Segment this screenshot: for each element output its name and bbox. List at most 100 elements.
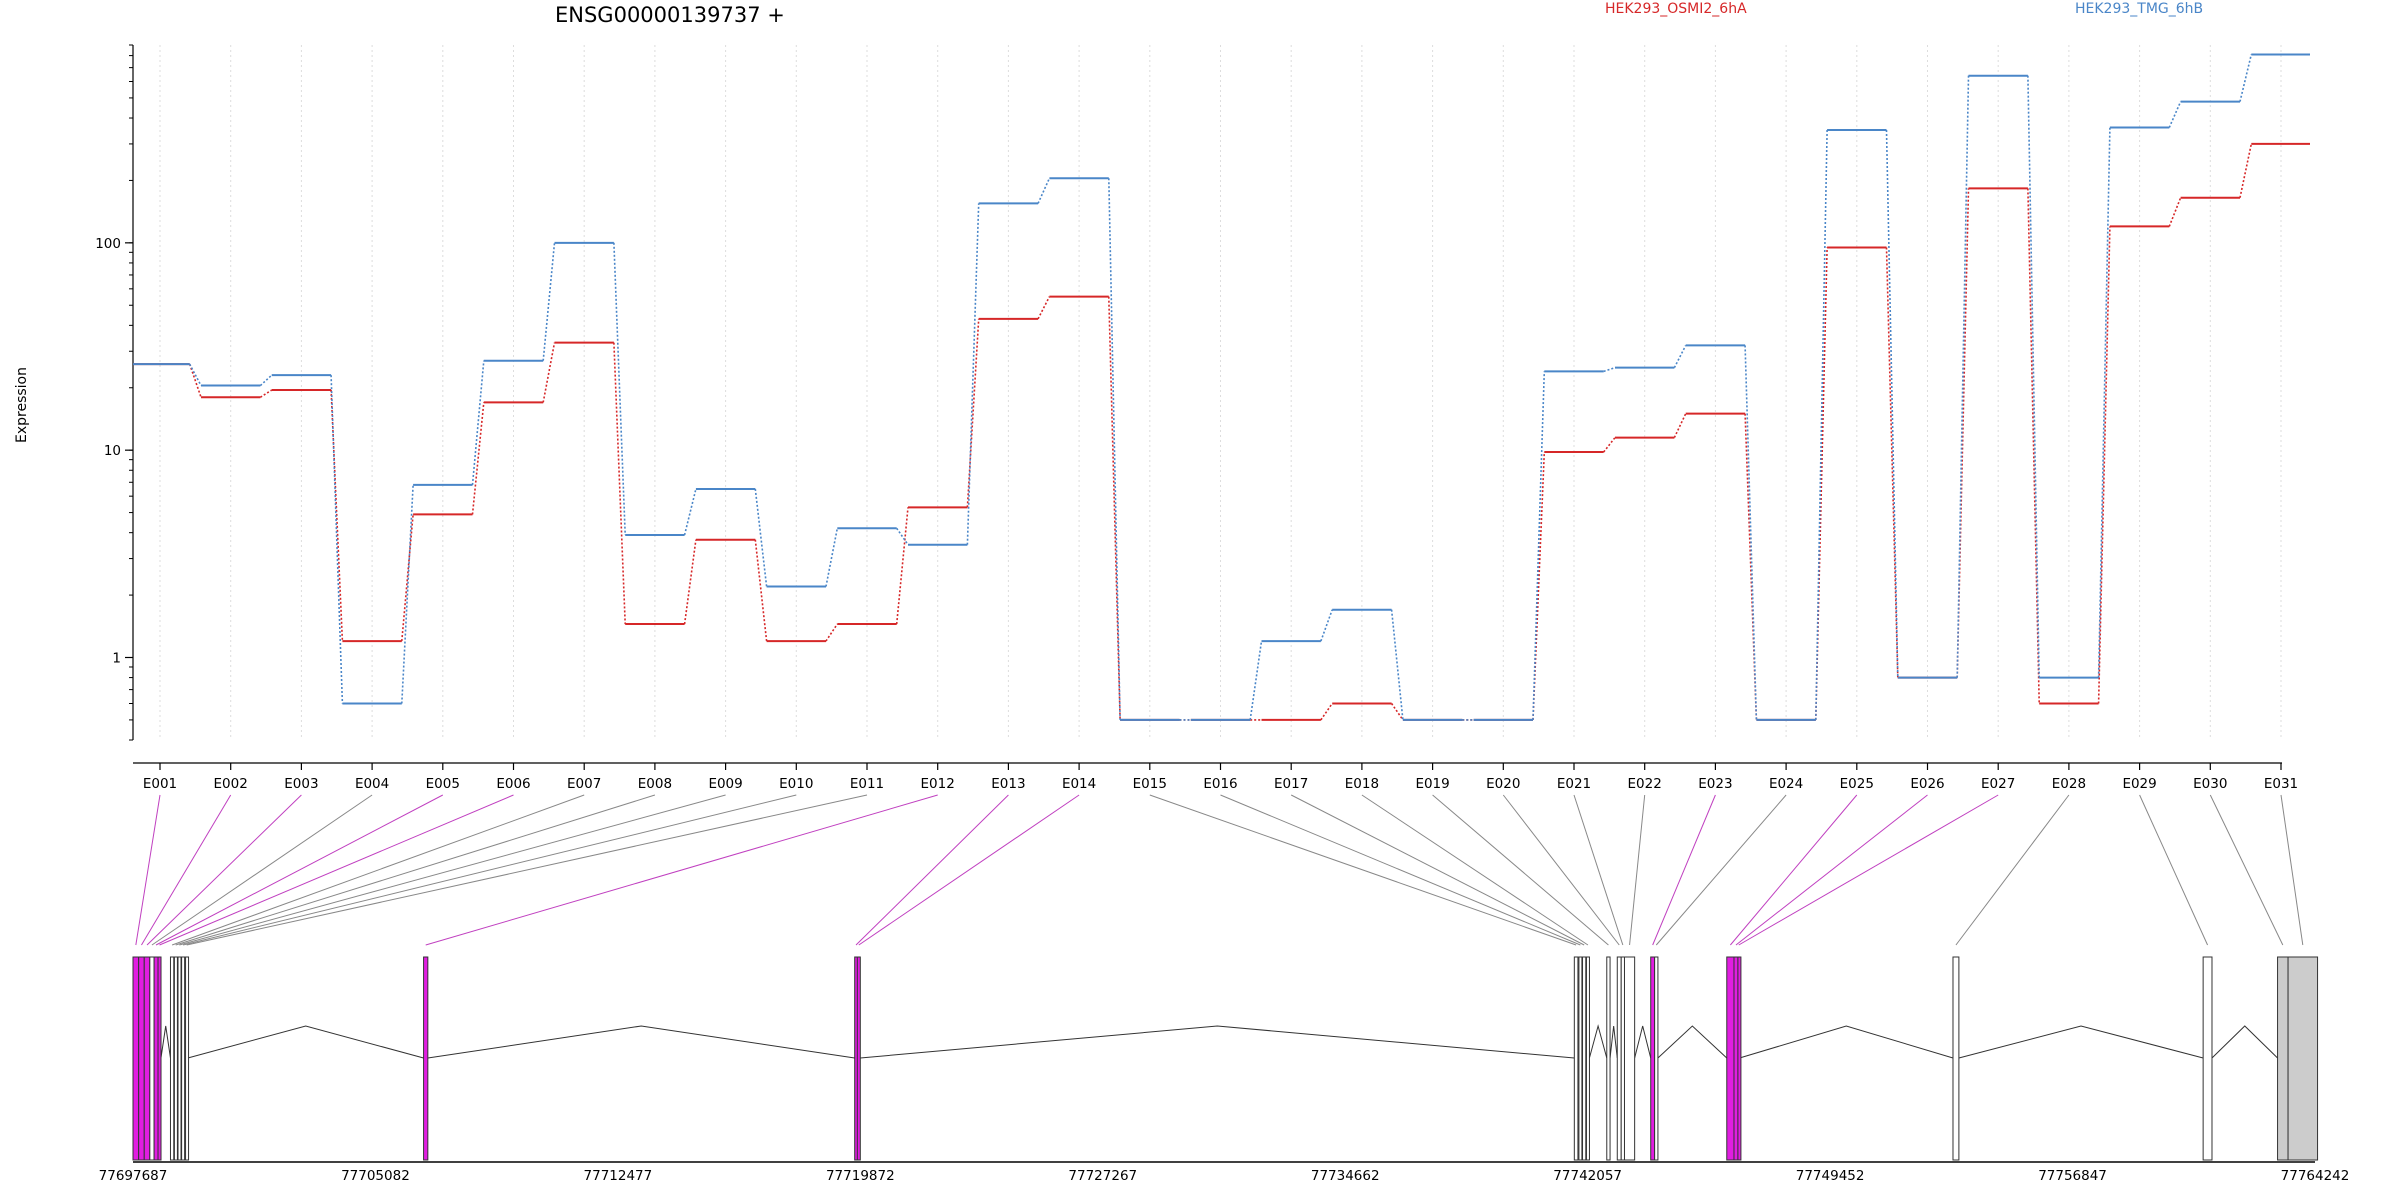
series-connector: [754, 539, 768, 642]
connector-e028: [1955, 794, 2070, 946]
x-tick-label-e002: E002: [214, 776, 248, 792]
connector-e003: [146, 794, 302, 946]
x-tick-label-e015: E015: [1133, 776, 1167, 792]
series-connector: [895, 507, 909, 625]
series-lines: [133, 53, 2310, 721]
series-connector: [259, 389, 273, 398]
series-connector: [2027, 75, 2041, 678]
x-tick-label-e011: E011: [850, 776, 884, 792]
x-tick-label-e010: E010: [779, 776, 813, 792]
exon-block-e020: [1616, 956, 1622, 1161]
x-tick-label-e018: E018: [1345, 776, 1379, 792]
series-connector: [1037, 296, 1051, 320]
series-connector: [1744, 345, 1758, 720]
x-tick-label-e029: E029: [2122, 776, 2156, 792]
exon-block-e019: [1606, 956, 1611, 1161]
coordinate-label: 77756847: [2038, 1168, 2107, 1184]
series-connector: [1956, 75, 1970, 678]
series-connector: [1320, 703, 1333, 721]
x-tick-label-e016: E016: [1203, 776, 1237, 792]
series-connector: [542, 242, 556, 361]
exon-block-e004: [149, 956, 155, 1161]
intron: [1609, 1025, 1618, 1059]
series-connector: [1885, 247, 1899, 678]
x-tick-label-e017: E017: [1274, 776, 1308, 792]
coordinate-label: 77742057: [1553, 1168, 1622, 1184]
exon-block-e005: [153, 956, 159, 1161]
legend-osmi: HEK293_OSMI2_6hA: [1605, 1, 1747, 17]
exon-block-e001: [132, 956, 140, 1161]
exon-block-e024: [1654, 956, 1659, 1161]
series-connector: [2168, 197, 2182, 227]
y-tick-label: 10: [104, 443, 121, 459]
exon-block-e028: [1952, 956, 1960, 1161]
connector-e001: [135, 794, 161, 946]
exon-block-e018: [1585, 956, 1590, 1161]
connector-e020: [1502, 794, 1620, 946]
intron: [860, 1025, 1575, 1059]
series-connector: [330, 375, 344, 704]
connector-e015: [1149, 794, 1577, 946]
x-tick-label-e023: E023: [1698, 776, 1732, 792]
connector-e029: [2139, 794, 2209, 946]
x-tick-label-e012: E012: [921, 776, 955, 792]
series-connector: [2097, 226, 2111, 704]
series-connector: [1107, 296, 1121, 720]
x-tick-label-e014: E014: [1062, 776, 1096, 792]
series-connector: [1885, 130, 1899, 678]
exon-block-e012: [423, 956, 429, 1161]
intron: [160, 1025, 171, 1059]
y-tick-label: 100: [95, 236, 121, 252]
series-connector: [1249, 640, 1263, 721]
x-tick-label-e013: E013: [991, 776, 1025, 792]
series-connector: [400, 514, 414, 642]
connector-e004: [151, 794, 373, 946]
series-connector: [1037, 177, 1051, 204]
y-axis-label: Expression: [14, 367, 30, 443]
intron: [1588, 1024, 1608, 1059]
legend-tmg: HEK293_TMG_6hB: [2075, 1, 2203, 17]
x-tick-label-e031: E031: [2264, 776, 2298, 792]
intron: [2211, 1025, 2278, 1059]
y-tick-label: 1: [112, 650, 121, 666]
exon-block-e010: [181, 956, 186, 1161]
connector-e006: [159, 794, 514, 946]
series-connector: [2027, 188, 2041, 704]
grid: [159, 45, 2282, 740]
intron: [1739, 1025, 1954, 1059]
chart-title: ENSG00000139737 +: [555, 3, 785, 27]
connector-e024: [1655, 794, 1787, 946]
connector-e019: [1432, 794, 1609, 946]
series-connector: [1390, 703, 1404, 721]
series-connector: [2168, 101, 2182, 128]
gene-model: 77697687 77705082 77712477 77719872 77727267…: [99, 956, 2349, 1184]
x-tick-label-e008: E008: [638, 776, 672, 792]
coordinate-label: 77712477: [584, 1168, 653, 1184]
connector-e013: [855, 794, 1009, 946]
connector-e010: [182, 794, 797, 946]
exon-block-e007: [169, 956, 175, 1161]
exon-block-e031: [2287, 956, 2319, 1161]
connector-e026: [1735, 794, 1928, 946]
series-connector: [1673, 345, 1687, 369]
exon-block-e002: [138, 956, 145, 1161]
series-connector: [2097, 127, 2111, 678]
connector-e025: [1729, 794, 1858, 946]
series-connector: [1107, 178, 1121, 720]
connector-e027: [1738, 794, 1999, 946]
series-connector: [613, 342, 627, 625]
x-tick-label-e007: E007: [567, 776, 601, 792]
connector-e031: [2280, 794, 2304, 946]
axes: 1 10 100 E001 E002 E003 E004 E005 E006 E007 E008 E0…: [95, 44, 2298, 792]
connector-e011: [186, 794, 868, 946]
exon-block-e008: [173, 956, 178, 1161]
series-connector: [683, 539, 697, 625]
series-connector: [542, 342, 556, 403]
x-tick-label-e021: E021: [1557, 776, 1591, 792]
series-connector: [754, 488, 768, 587]
series-connector: [966, 203, 980, 545]
series-connector: [1532, 371, 1546, 720]
exon-block-e017: [1582, 956, 1587, 1161]
coordinate-label: 77697687: [99, 1168, 168, 1184]
